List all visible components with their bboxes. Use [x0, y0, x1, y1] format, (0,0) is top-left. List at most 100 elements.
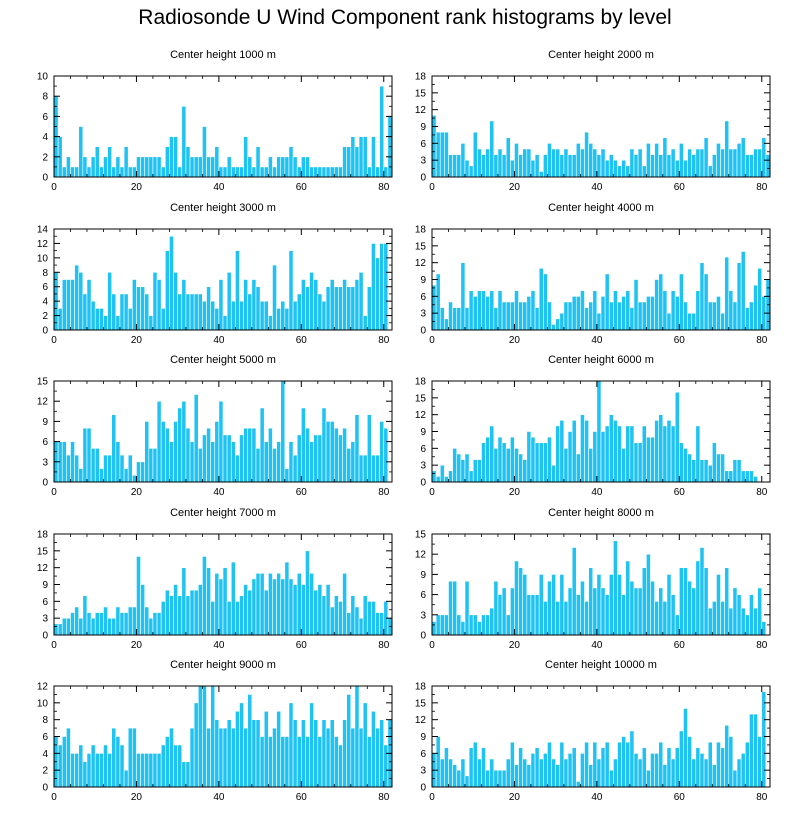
histogram-bar: [243, 136, 249, 178]
histogram-bar: [325, 286, 331, 331]
histogram-bar: [485, 769, 491, 788]
histogram-bar: [144, 606, 150, 636]
histogram-bar: [66, 454, 71, 483]
histogram-bar: [292, 584, 298, 636]
histogram-bar: [637, 301, 643, 331]
y-tick-label: 15: [415, 698, 427, 709]
histogram-bar: [317, 434, 323, 483]
x-tick-label: 20: [509, 640, 521, 651]
histogram-bar: [650, 580, 655, 636]
histogram-bar: [140, 461, 145, 483]
x-tick-label: 0: [51, 335, 57, 346]
histogram-bar: [518, 747, 523, 788]
histogram-bar: [255, 719, 261, 788]
histogram-bar: [489, 607, 495, 636]
histogram-bar: [613, 290, 618, 331]
histogram-bar: [61, 279, 67, 331]
histogram-bar: [608, 574, 614, 636]
histogram-bar: [604, 741, 610, 788]
histogram-bar: [325, 584, 331, 636]
y-tick-label: 3: [420, 610, 426, 621]
x-tick-label: 80: [756, 335, 768, 346]
histogram-bar: [703, 758, 709, 788]
histogram-bar: [119, 744, 125, 788]
histogram-bar: [613, 159, 618, 178]
y-tick-label: 15: [415, 241, 427, 252]
histogram-bar: [439, 758, 445, 788]
histogram-bar: [477, 621, 482, 636]
histogram-bar: [259, 736, 265, 788]
histogram-bar: [210, 156, 216, 178]
histogram-bar: [658, 154, 664, 178]
histogram-bar: [197, 293, 203, 331]
histogram-bar: [744, 614, 750, 636]
histogram-bar: [280, 578, 286, 636]
histogram-bar: [625, 425, 631, 483]
histogram-bar: [362, 595, 368, 636]
histogram-bar: [268, 572, 273, 636]
histogram-bar: [86, 753, 92, 788]
histogram-bar: [683, 448, 688, 483]
histogram-bar: [732, 301, 738, 331]
y-tick-label: 3: [420, 156, 426, 167]
x-tick-label: 60: [296, 640, 308, 651]
y-tick-label: 3: [420, 766, 426, 777]
histogram-bar: [350, 727, 356, 788]
histogram-bar: [596, 380, 602, 483]
histogram-bar: [197, 156, 203, 178]
histogram-bar: [460, 143, 466, 178]
histogram-bar: [214, 146, 220, 178]
histogram-bar: [107, 271, 113, 331]
histogram-bar: [600, 148, 606, 178]
histogram-bar: [226, 719, 232, 788]
histogram-bar: [61, 617, 67, 636]
histogram-bar: [342, 427, 347, 483]
histogram-bar: [185, 146, 191, 178]
histogram-bar: [288, 250, 294, 331]
histogram-bar: [235, 601, 240, 636]
histogram-bar: [214, 572, 220, 636]
histogram-bar: [375, 257, 380, 331]
histogram-bar: [493, 154, 499, 178]
histogram-bar: [629, 580, 635, 636]
histogram-bar: [123, 468, 129, 483]
histogram-bar: [666, 574, 672, 636]
histogram-bar: [646, 296, 651, 331]
histogram-bar: [305, 427, 310, 483]
histogram-bar: [485, 296, 491, 331]
histogram-bar: [666, 154, 672, 178]
histogram-bar: [728, 607, 734, 636]
histogram-bar: [235, 166, 240, 178]
histogram-bar: [103, 454, 108, 483]
histogram-panel-3: Center height 3000 m 0 20 40 60 80 0 2 4 6 8 10 12 14: [37, 202, 393, 346]
x-tick-label: 20: [131, 335, 143, 346]
histogram-bar: [749, 594, 754, 636]
histogram-bar: [136, 753, 141, 788]
histogram-bar: [152, 448, 158, 483]
histogram-bar: [362, 702, 368, 788]
histogram-bar: [177, 293, 183, 331]
histogram-bar: [744, 307, 750, 331]
histogram-bar: [247, 694, 253, 788]
histogram-bar: [156, 612, 162, 636]
histogram-bar: [379, 719, 385, 788]
histogram-bar: [375, 612, 380, 636]
histogram-bar: [695, 290, 701, 331]
histogram-bar: [542, 753, 548, 788]
histogram-bar: [477, 290, 482, 331]
histogram-bar: [181, 400, 187, 483]
y-tick-label: 3: [42, 614, 48, 625]
histogram-bar: [354, 606, 360, 636]
histogram-bar: [338, 434, 343, 483]
y-tick-label: 0: [420, 173, 426, 184]
histogram-bar: [662, 764, 668, 788]
histogram-bar: [169, 595, 174, 636]
histogram-bar: [214, 719, 220, 788]
histogram-bar: [604, 159, 610, 178]
x-tick-label: 40: [213, 487, 225, 498]
histogram-bar: [662, 601, 668, 636]
histogram-bar: [313, 434, 319, 483]
histogram-bar: [711, 442, 717, 483]
histogram-bar: [654, 143, 660, 178]
